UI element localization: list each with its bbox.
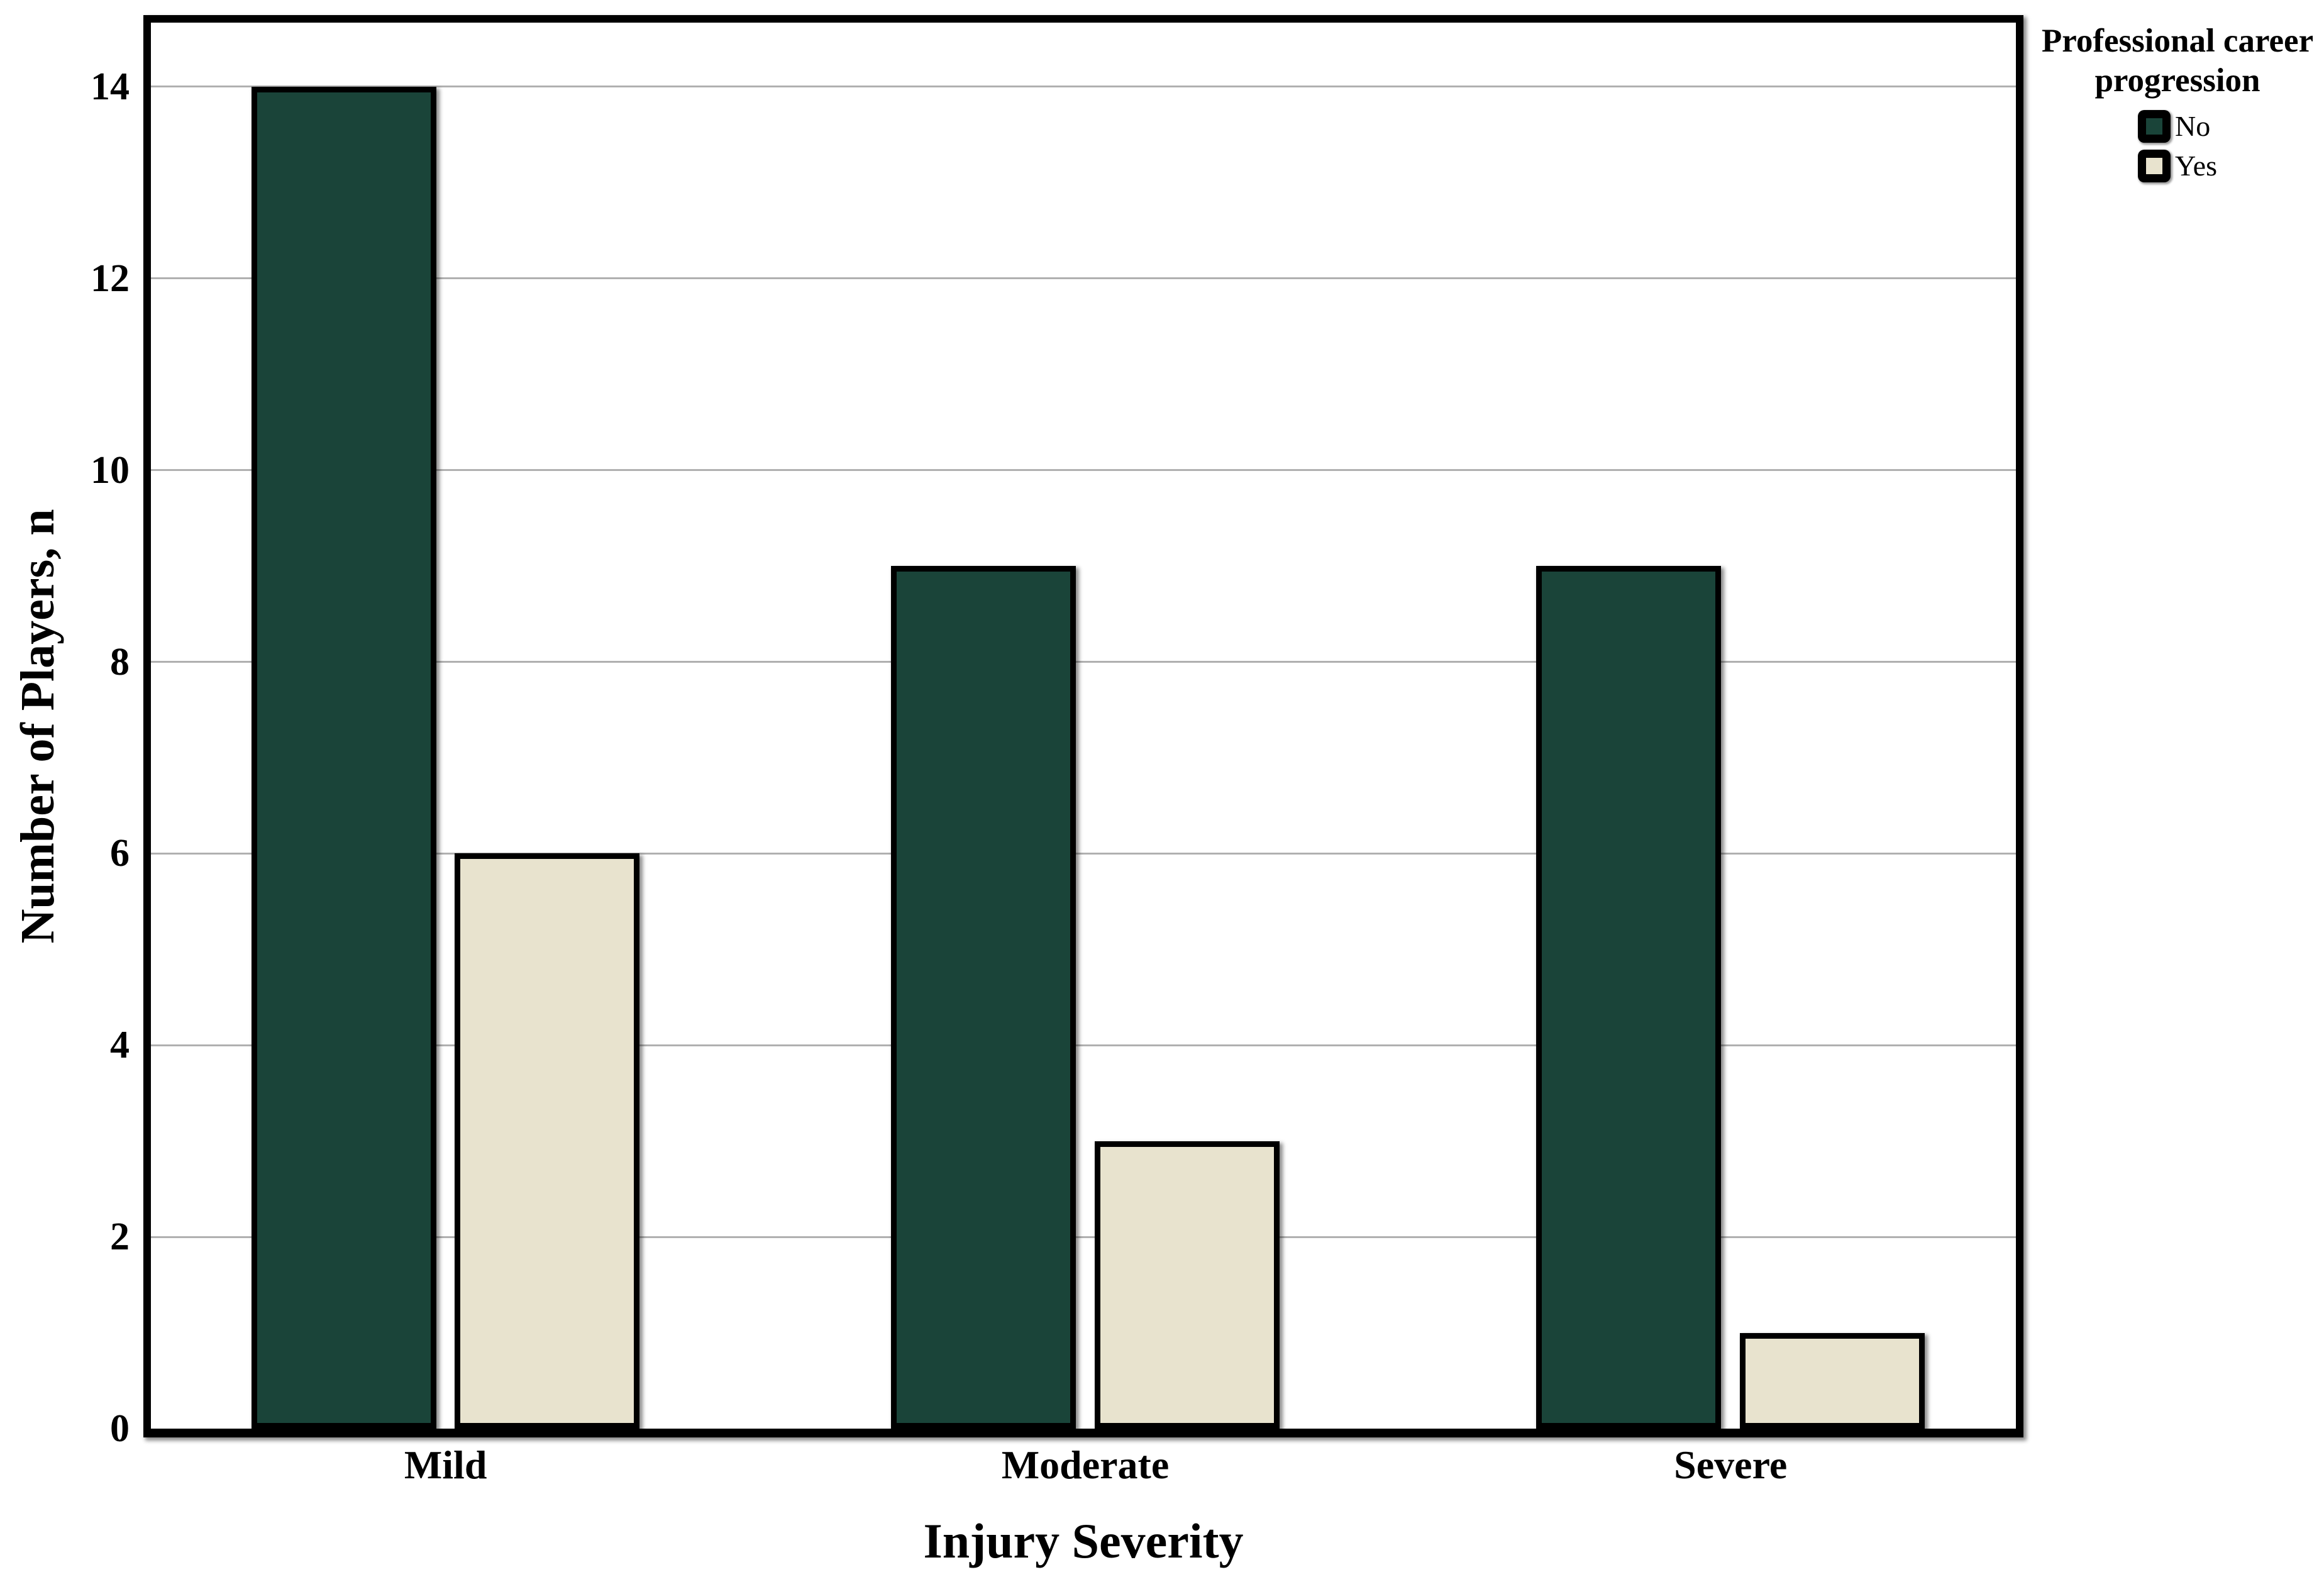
y-tick-label-2: 2 bbox=[110, 1215, 130, 1259]
legend-items: No Yes bbox=[2138, 110, 2217, 189]
bar-moderate-no bbox=[891, 566, 1076, 1429]
y-tick-label-10: 10 bbox=[91, 448, 130, 492]
y-tick-label-8: 8 bbox=[110, 640, 130, 684]
gridline-y4 bbox=[151, 1044, 2016, 1046]
gridline-y2 bbox=[151, 1236, 2016, 1238]
legend-item-no: No bbox=[2138, 110, 2217, 143]
x-category-label-mild: Mild bbox=[404, 1442, 487, 1487]
y-tick-label-0: 0 bbox=[110, 1407, 130, 1450]
x-category-label-severe: Severe bbox=[1674, 1442, 1788, 1487]
gridline-y14 bbox=[151, 86, 2016, 88]
y-axis-title: Number of Players, n bbox=[11, 509, 64, 944]
legend-title: Professional career progression bbox=[2041, 23, 2314, 99]
legend-label-yes: Yes bbox=[2175, 150, 2217, 182]
gridline-y8 bbox=[151, 661, 2016, 663]
bar-moderate-yes bbox=[1094, 1141, 1280, 1429]
legend-swatch-yes-icon bbox=[2138, 150, 2171, 183]
legend-item-yes: Yes bbox=[2138, 150, 2217, 183]
plot-area bbox=[143, 15, 2023, 1437]
y-tick-label-6: 6 bbox=[110, 832, 130, 875]
y-tick-label-12: 12 bbox=[91, 257, 130, 300]
gridline-y10 bbox=[151, 469, 2016, 472]
legend-swatch-no-icon bbox=[2138, 110, 2171, 143]
y-tick-label-14: 14 bbox=[91, 65, 130, 108]
bar-severe-no bbox=[1536, 566, 1722, 1429]
bar-mild-no bbox=[251, 86, 436, 1429]
gridline-y12 bbox=[151, 277, 2016, 280]
bar-severe-yes bbox=[1740, 1332, 1925, 1429]
legend: Professional career progression No Yes bbox=[2032, 21, 2323, 189]
legend-label-no: No bbox=[2175, 110, 2211, 143]
bar-mild-yes bbox=[455, 853, 640, 1429]
x-axis-title: Injury Severity bbox=[923, 1514, 1244, 1568]
gridline-y6 bbox=[151, 852, 2016, 855]
y-tick-label-4: 4 bbox=[110, 1024, 130, 1067]
x-category-label-moderate: Moderate bbox=[1001, 1442, 1170, 1487]
